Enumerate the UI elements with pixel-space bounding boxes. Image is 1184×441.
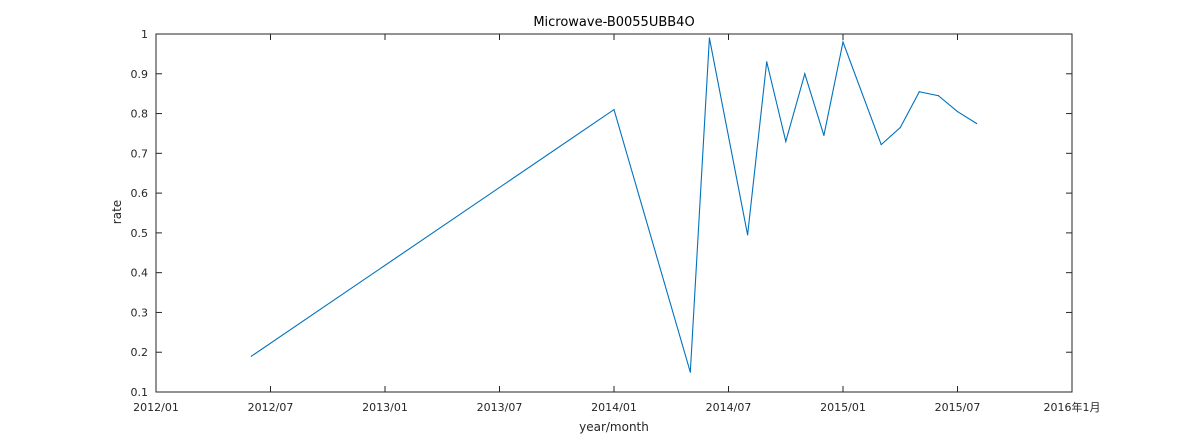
x-tick-label: 2012/07 [248,401,294,414]
y-tick-label: 0.7 [131,147,149,160]
x-tick-label: 2013/01 [362,401,408,414]
data-point [766,61,768,63]
data-point [613,108,615,111]
data-point [804,73,806,75]
data-point [785,140,787,142]
data-point [823,134,825,137]
data-point [746,234,749,236]
data-point [880,143,882,146]
data-point [689,371,691,373]
x-tick-label: 2012/01 [133,401,179,414]
x-tick-label: 2015/01 [820,401,866,414]
y-tick-label: 0.5 [131,227,149,240]
y-tick-label: 0.3 [131,306,149,319]
y-tick-label: 1 [141,28,148,41]
y-tick-label: 0.6 [131,187,149,200]
x-tick-label: 2014/01 [591,401,637,414]
y-tick-label: 0.8 [131,108,149,121]
x-tick-label: 2014/07 [706,401,752,414]
data-point [937,95,940,97]
y-tick-label: 0.4 [131,267,149,280]
x-tick-label: 2015/07 [935,401,981,414]
data-point [708,37,711,39]
data-point [918,91,920,93]
x-axis-label: year/month [579,420,649,434]
y-tick-label: 0.2 [131,346,149,359]
axes-box [155,33,1073,393]
data-point [899,126,901,129]
y-tick-label: 0.1 [131,386,149,399]
series-line [251,37,977,373]
x-tick-label: 2016年1月 [1044,400,1101,414]
plot-area: 0.1 0.2 0.3 0.4 0.5 0.6 0.7 0.8 0.9 1 2012/01 2012/… [131,28,1101,414]
data-point [250,355,253,357]
y-tick-label: 0.9 [131,68,149,81]
data-point [975,122,978,125]
chart-title: Microwave-B0055UBB4O [533,15,694,30]
data-point [842,41,844,43]
y-axis-label: rate [110,200,124,224]
x-tick-label: 2013/07 [477,401,523,414]
data-point [956,110,959,113]
